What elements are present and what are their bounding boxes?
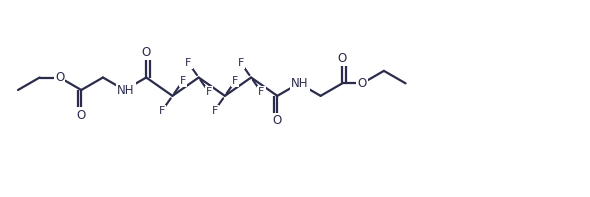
- Text: F: F: [185, 58, 192, 68]
- Text: F: F: [206, 87, 212, 97]
- Text: F: F: [238, 58, 244, 68]
- Text: O: O: [77, 109, 86, 122]
- Text: F: F: [159, 106, 165, 116]
- Text: O: O: [273, 114, 282, 127]
- Text: F: F: [232, 76, 238, 86]
- Text: F: F: [180, 76, 186, 86]
- Text: NH: NH: [291, 77, 309, 90]
- Text: F: F: [258, 87, 264, 97]
- Text: F: F: [211, 106, 218, 116]
- Text: O: O: [358, 77, 367, 90]
- Text: NH: NH: [117, 84, 135, 97]
- Text: O: O: [55, 71, 64, 84]
- Text: O: O: [142, 46, 151, 59]
- Text: O: O: [337, 52, 347, 65]
